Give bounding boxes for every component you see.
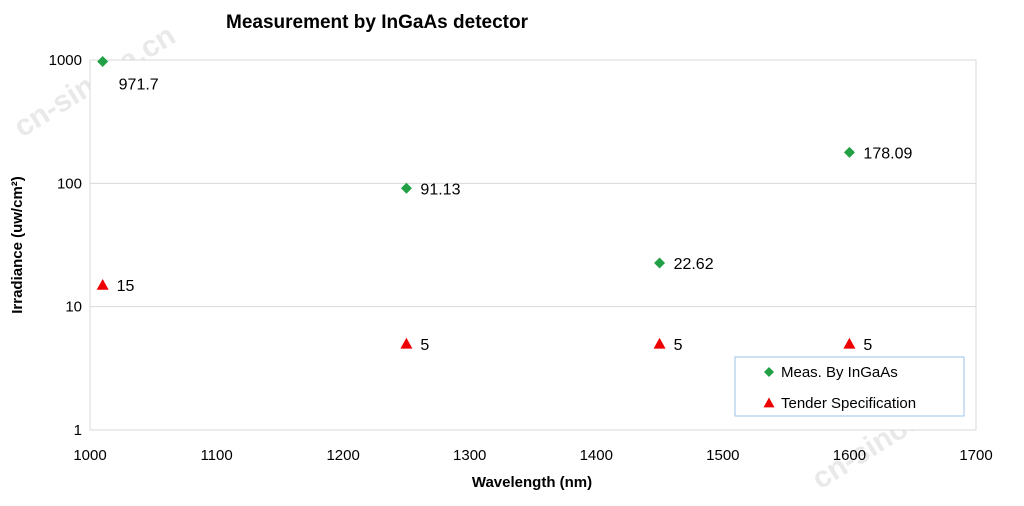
diamond-marker bbox=[843, 146, 855, 158]
x-tick-label: 1000 bbox=[73, 447, 106, 464]
chart-title: Measurement by InGaAs detector bbox=[226, 12, 529, 33]
x-tick-label: 1200 bbox=[326, 447, 359, 464]
legend-triangle-icon bbox=[763, 397, 775, 408]
data-label: 971.7 bbox=[119, 77, 159, 94]
grid-lines bbox=[90, 182, 976, 308]
legend: Meas. By InGaAs Tender Specification bbox=[734, 356, 965, 417]
x-tick-label: 1300 bbox=[453, 447, 486, 464]
x-tick-label: 1700 bbox=[959, 447, 992, 464]
diamond-marker bbox=[97, 56, 109, 68]
data-label: 91.13 bbox=[420, 181, 460, 198]
data-label: 15 bbox=[117, 278, 135, 295]
data-label: 5 bbox=[674, 337, 683, 354]
series-specification: 15 5 5 5 bbox=[96, 278, 872, 354]
y-tick-label: 10 bbox=[65, 299, 82, 316]
triangle-marker bbox=[96, 278, 109, 290]
diamond-marker bbox=[654, 257, 666, 269]
x-tick-label: 1500 bbox=[706, 447, 739, 464]
legend-diamond-icon bbox=[764, 367, 774, 377]
series-measured: 971.7 91.13 22.62 178.09 bbox=[97, 56, 912, 273]
y-axis-title: Irradiance (uw/cm²) bbox=[9, 176, 26, 314]
data-label: 22.62 bbox=[674, 256, 714, 273]
legend-label: Meas. By InGaAs bbox=[781, 364, 898, 381]
x-tick-label: 1600 bbox=[833, 447, 866, 464]
triangle-marker bbox=[653, 337, 666, 349]
x-tick-label: 1400 bbox=[580, 447, 613, 464]
y-tick-label: 1000 bbox=[49, 52, 82, 69]
x-axis: 1000 1100 1200 1300 1400 1500 1600 1700 bbox=[73, 447, 992, 464]
triangle-marker bbox=[400, 337, 413, 349]
data-label: 5 bbox=[420, 337, 429, 354]
diamond-marker bbox=[400, 182, 412, 194]
x-axis-title: Wavelength (nm) bbox=[472, 474, 592, 491]
y-tick-label: 1 bbox=[74, 422, 82, 439]
y-tick-label: 100 bbox=[57, 175, 82, 192]
data-label: 178.09 bbox=[863, 145, 912, 162]
data-marks: 971.7 91.13 22.62 178.09 15 5 5 5 bbox=[96, 56, 912, 354]
data-label: 5 bbox=[863, 337, 872, 354]
triangle-marker bbox=[843, 337, 856, 349]
x-tick-label: 1100 bbox=[200, 447, 232, 464]
y-axis: 1 10 100 1000 bbox=[49, 52, 82, 439]
legend-label: Tender Specification bbox=[781, 395, 916, 412]
